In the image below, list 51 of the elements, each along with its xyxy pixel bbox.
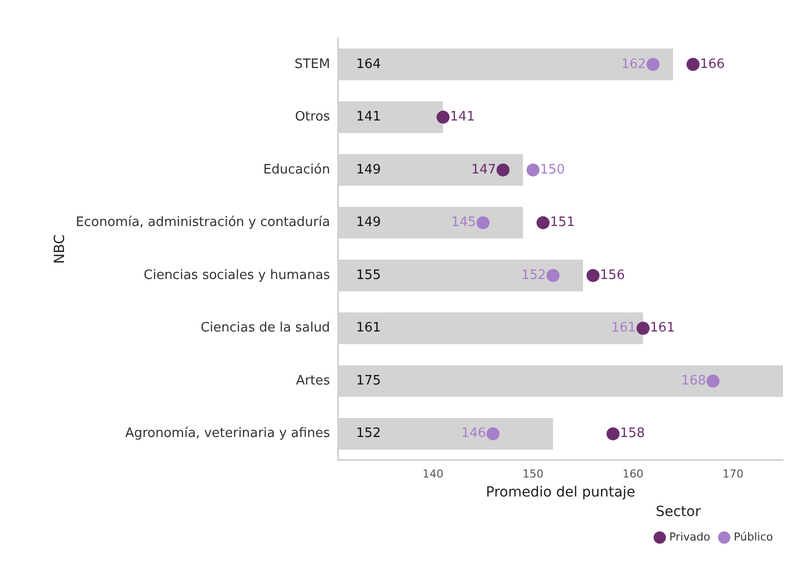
point	[706, 374, 720, 388]
point	[436, 110, 450, 124]
point	[496, 163, 510, 176]
point	[546, 268, 560, 282]
data-label: 145	[451, 215, 476, 230]
legend-label: Público	[734, 530, 774, 544]
point	[476, 216, 490, 230]
y-axis-title: NBC	[52, 234, 68, 264]
point	[586, 268, 600, 282]
y-tick-label: Otros	[294, 110, 330, 125]
data-label: 161	[650, 320, 675, 336]
data-label: 146	[461, 426, 486, 442]
data-label: 164	[356, 56, 381, 72]
y-tick-label: Artes	[296, 373, 330, 388]
point	[606, 427, 620, 440]
data-label: 149	[356, 215, 381, 230]
data-label: 152	[521, 268, 546, 283]
x-tick-label: 140	[422, 468, 444, 481]
data-label: 156	[600, 268, 625, 283]
point	[686, 58, 700, 71]
data-label: 161	[611, 320, 636, 336]
data-label: 147	[471, 162, 496, 178]
x-tick-label: 150	[522, 468, 544, 481]
data-label: 162	[621, 56, 646, 72]
data-label: 151	[550, 215, 575, 230]
data-label: 152	[356, 426, 381, 442]
data-label: 175	[356, 373, 381, 388]
data-label: 161	[356, 320, 381, 336]
x-tick-label: 160	[622, 468, 644, 481]
y-tick-label: Educación	[263, 162, 330, 178]
y-tick-label: Agronomía, veterinaria y afines	[125, 426, 330, 442]
x-axis-title: Promedio del puntaje	[486, 484, 636, 500]
point	[486, 427, 500, 440]
data-label: 155	[356, 268, 381, 283]
data-label: 158	[620, 426, 645, 442]
legend-title: Sector	[656, 504, 701, 520]
point	[536, 216, 550, 230]
y-tick-label: Ciencias sociales y humanas	[144, 268, 330, 283]
point	[646, 58, 660, 71]
legend-label: Privado	[669, 530, 710, 544]
data-label: 150	[540, 162, 565, 178]
y-tick-label: Economía, administración y contaduría	[76, 215, 330, 230]
data-label: 168	[681, 373, 706, 388]
data-label: 141	[356, 110, 381, 125]
x-tick-label: 170	[722, 468, 744, 481]
data-label: 141	[450, 110, 475, 125]
data-label: 166	[700, 56, 725, 72]
data-label: 149	[356, 162, 381, 178]
y-tick-label: STEM	[294, 56, 330, 72]
point	[526, 163, 540, 176]
y-tick-label: Ciencias de la salud	[200, 320, 330, 336]
